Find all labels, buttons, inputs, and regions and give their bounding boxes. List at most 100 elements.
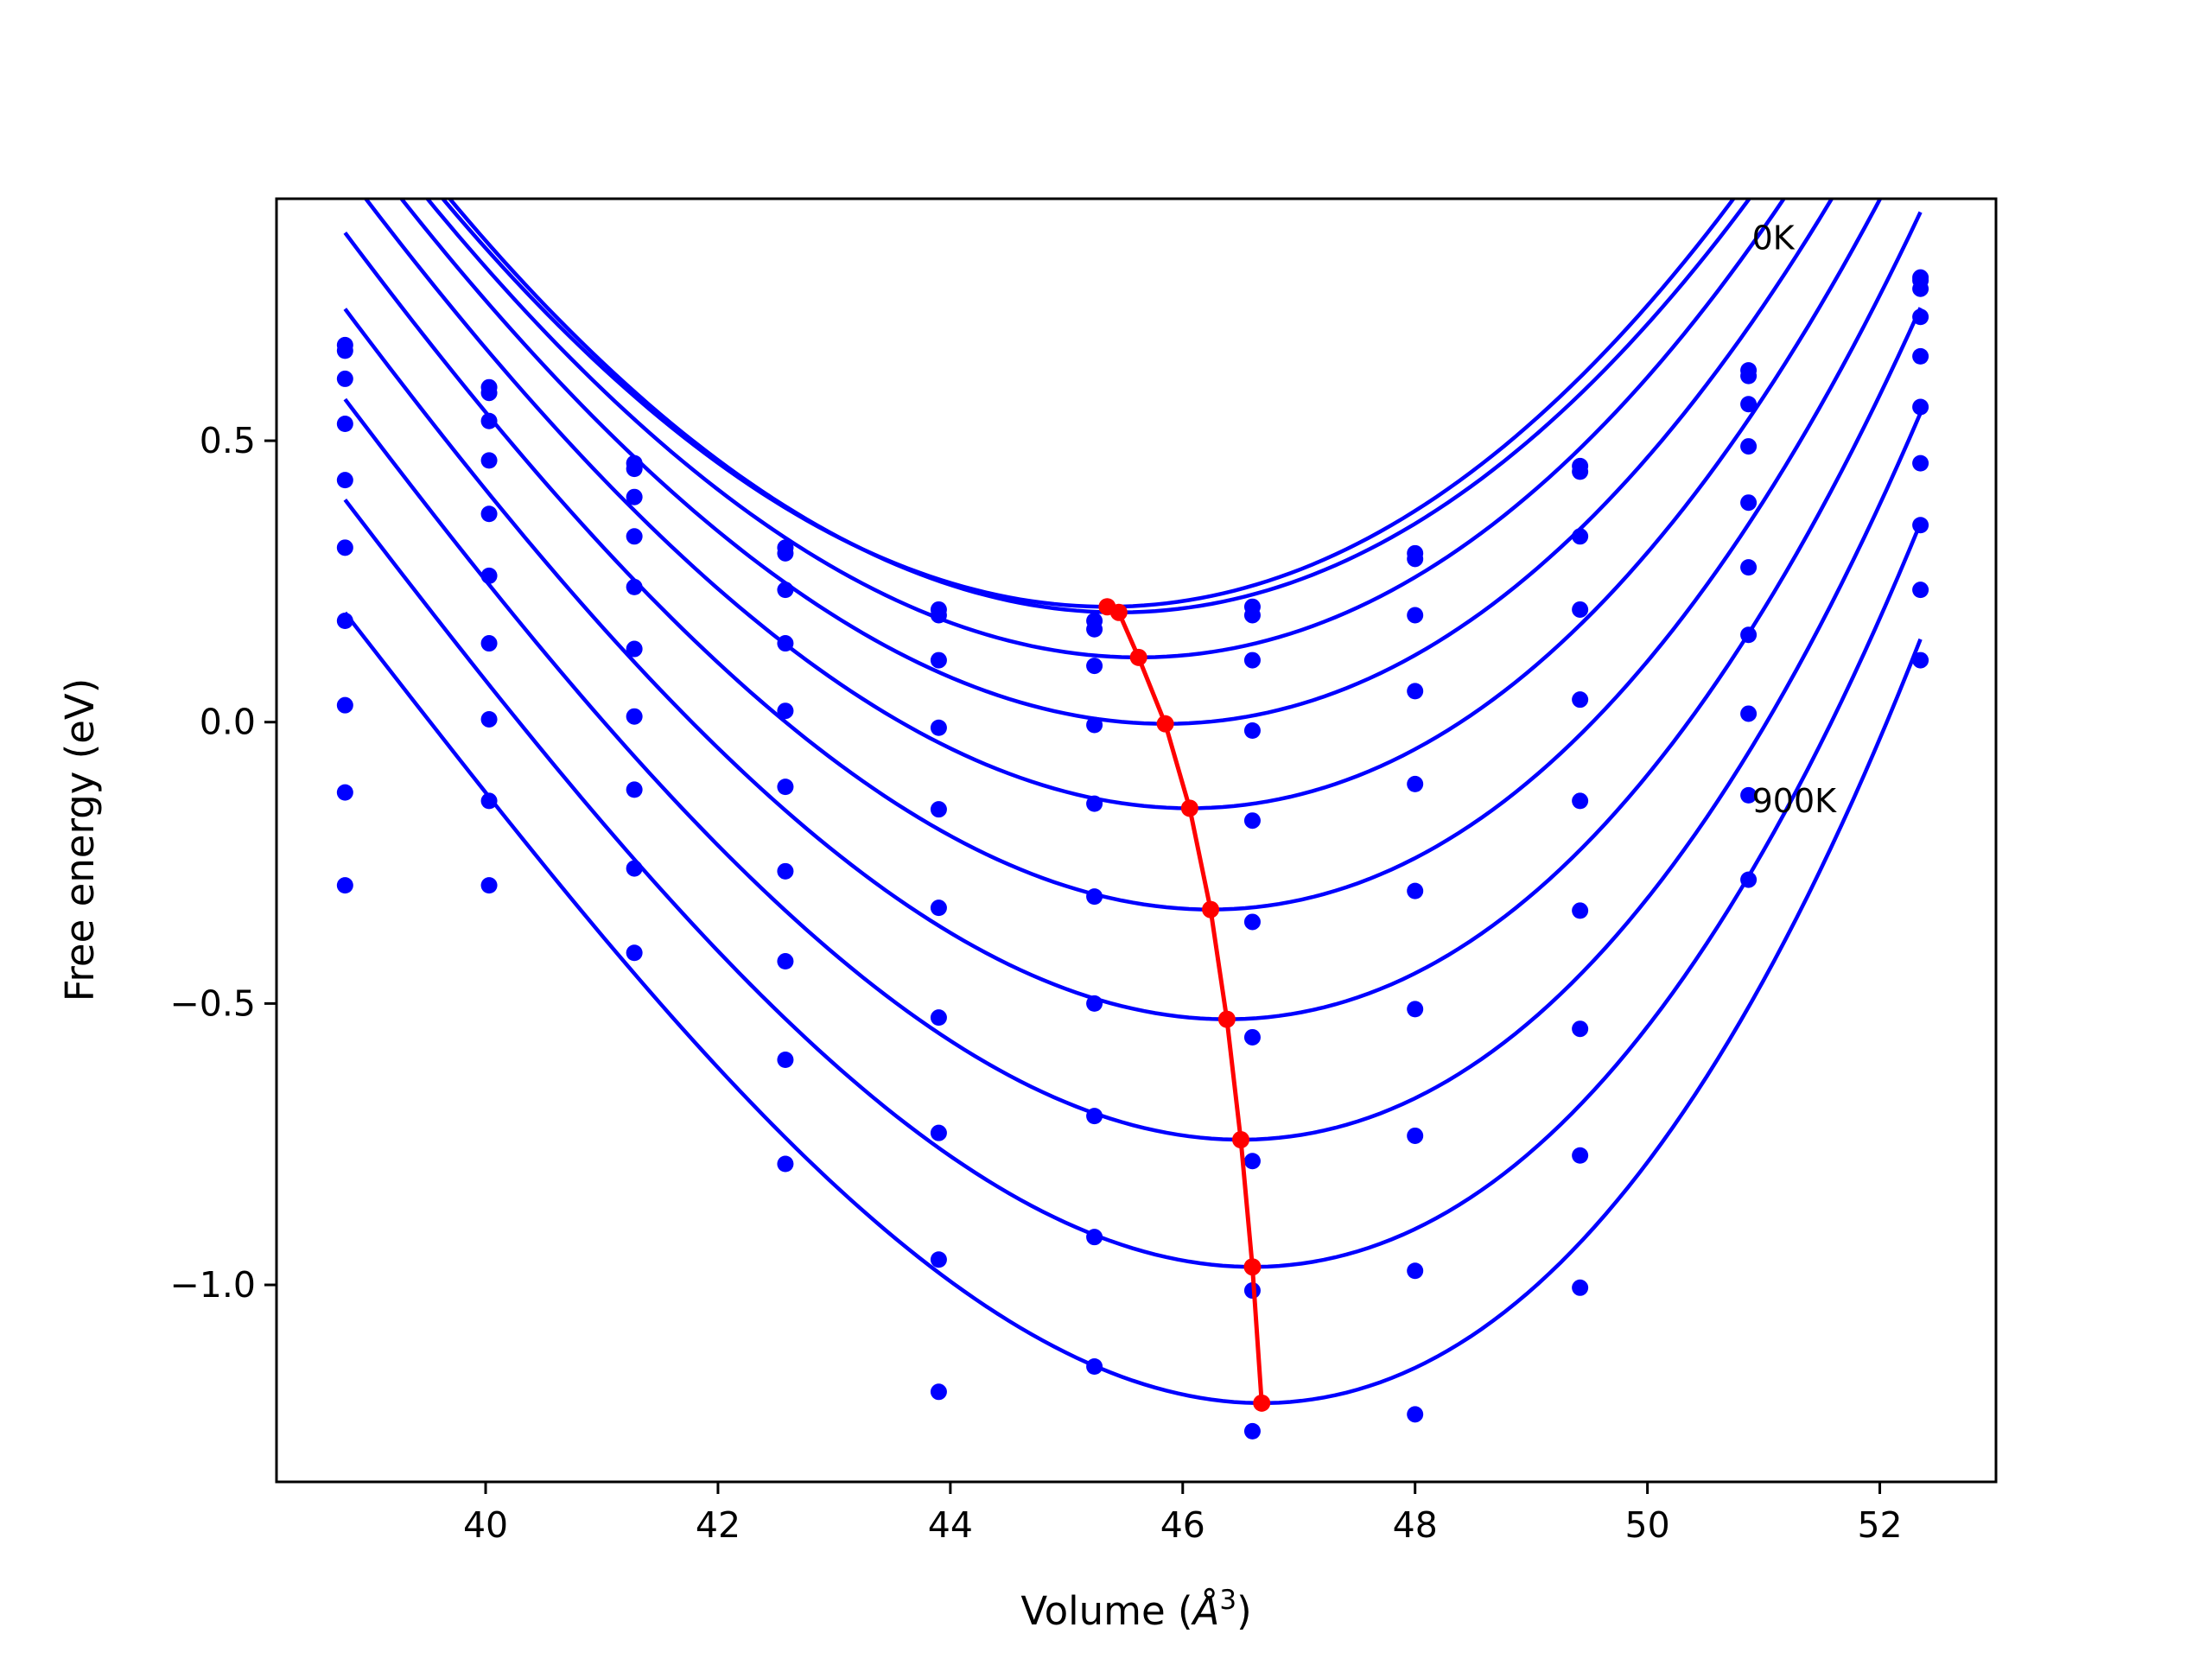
data-point-700K-1 <box>480 710 498 728</box>
data-point-400K-8 <box>1572 691 1589 709</box>
series-400K <box>336 199 1929 830</box>
data-point-400K-9 <box>1740 494 1758 512</box>
data-point-200K-4 <box>930 652 947 669</box>
data-point-300K-5 <box>1086 716 1103 734</box>
series-100K <box>336 199 1929 638</box>
fit-curve-800K <box>343 499 1923 1269</box>
data-point-800K-4 <box>930 1251 947 1268</box>
minimum-point-2 <box>1129 648 1147 666</box>
data-point-100K-0 <box>336 342 353 359</box>
data-point-100K-2 <box>626 461 643 478</box>
y-tick-label-1: 0.0 <box>200 702 256 743</box>
plot-area-frame <box>275 197 1998 1484</box>
x-tick-label-4: 48 <box>1393 1504 1438 1546</box>
data-point-500K-10 <box>1912 398 1929 416</box>
series-900K <box>336 611 1929 1440</box>
data-point-600K-10 <box>1912 454 1929 472</box>
ticks-layer: 40 42 44 46 48 50 52 0.5 0.0 −0.5 −1.0 <box>169 420 1902 1546</box>
data-point-900K-9 <box>1740 871 1758 888</box>
data-point-500K-5 <box>1086 888 1103 906</box>
x-tick-label-6: 52 <box>1857 1504 1902 1546</box>
data-point-700K-0 <box>336 696 353 714</box>
data-point-800K-7 <box>1407 1262 1424 1280</box>
data-point-300K-8 <box>1572 601 1589 618</box>
data-point-400K-0 <box>336 472 353 489</box>
fit-curve-400K <box>363 199 1883 810</box>
data-point-600K-6 <box>1243 1028 1261 1046</box>
data-point-600K-3 <box>777 862 794 880</box>
x-axis-label-symbol: Å <box>1191 1588 1220 1634</box>
data-point-700K-7 <box>1407 1127 1424 1144</box>
minimum-point-1 <box>1109 603 1128 621</box>
data-point-200K-10 <box>1912 280 1929 297</box>
data-point-400K-7 <box>1407 775 1424 792</box>
data-point-600K-8 <box>1572 902 1589 919</box>
x-axis-label-exponent: 3 <box>1219 1585 1236 1616</box>
data-point-600K-9 <box>1740 626 1758 644</box>
data-point-800K-8 <box>1572 1147 1589 1164</box>
data-point-800K-0 <box>336 784 353 801</box>
annotation-0K: 0K <box>1752 219 1796 257</box>
annotation-900K: 900K <box>1752 782 1838 820</box>
data-point-300K-2 <box>626 528 643 545</box>
data-point-600K-2 <box>626 708 643 725</box>
data-point-200K-0 <box>336 370 353 387</box>
fit-curve-500K <box>343 211 1923 912</box>
data-point-500K-8 <box>1572 792 1589 810</box>
data-point-100K-3 <box>777 544 794 562</box>
data-point-100K-6 <box>1243 607 1261 624</box>
data-point-900K-0 <box>336 877 353 894</box>
data-point-600K-7 <box>1407 1001 1424 1018</box>
minimum-point-6 <box>1217 1010 1236 1028</box>
data-point-200K-9 <box>1740 396 1758 413</box>
data-point-400K-3 <box>777 702 794 720</box>
data-point-700K-5 <box>1086 1108 1103 1125</box>
data-point-900K-5 <box>1086 1357 1103 1375</box>
fit-curve-900K <box>343 611 1923 1406</box>
minimum-energy-line <box>1106 604 1264 1403</box>
data-point-900K-3 <box>777 1155 794 1173</box>
data-point-900K-7 <box>1407 1406 1424 1423</box>
y-tick-label-2: −0.5 <box>169 982 256 1024</box>
minimum-point-7 <box>1232 1131 1250 1148</box>
data-point-700K-6 <box>1243 1153 1261 1170</box>
data-point-300K-6 <box>1243 721 1261 739</box>
data-point-300K-1 <box>480 452 498 469</box>
series-700K <box>336 397 1929 1170</box>
fit-curve-100K <box>447 199 1752 614</box>
minimum-point-8 <box>1243 1258 1262 1276</box>
series-600K <box>336 307 1929 1046</box>
data-point-600K-4 <box>930 1009 947 1027</box>
data-point-900K-2 <box>626 944 643 962</box>
data-point-800K-3 <box>777 1052 794 1069</box>
data-point-100K-9 <box>1740 367 1758 385</box>
minimum-point-4 <box>1180 799 1198 817</box>
data-point-200K-5 <box>1086 658 1103 675</box>
data-point-100K-1 <box>480 385 498 402</box>
y-axis-label: Free energy (eV) <box>57 678 103 1001</box>
data-point-800K-2 <box>626 860 643 877</box>
data-point-500K-6 <box>1243 913 1261 931</box>
data-point-700K-8 <box>1572 1020 1589 1038</box>
data-point-500K-0 <box>336 539 353 556</box>
data-point-800K-10 <box>1912 582 1929 599</box>
data-point-500K-7 <box>1407 882 1424 899</box>
data-point-200K-1 <box>480 412 498 429</box>
x-tick-label-1: 42 <box>696 1504 741 1546</box>
data-point-200K-6 <box>1243 652 1261 669</box>
data-point-400K-10 <box>1912 347 1929 365</box>
minimum-point-5 <box>1202 900 1220 918</box>
x-tick-label-0: 40 <box>463 1504 508 1546</box>
data-point-500K-2 <box>626 640 643 658</box>
fit-curve-0K <box>440 199 1737 609</box>
data-point-300K-9 <box>1740 438 1758 455</box>
x-axis-label-close: ) <box>1236 1588 1252 1634</box>
data-point-400K-4 <box>930 801 947 818</box>
data-point-100K-5 <box>1086 620 1103 638</box>
data-point-400K-6 <box>1243 812 1261 830</box>
data-point-700K-2 <box>626 781 643 798</box>
data-point-500K-9 <box>1740 559 1758 576</box>
data-point-300K-7 <box>1407 683 1424 700</box>
